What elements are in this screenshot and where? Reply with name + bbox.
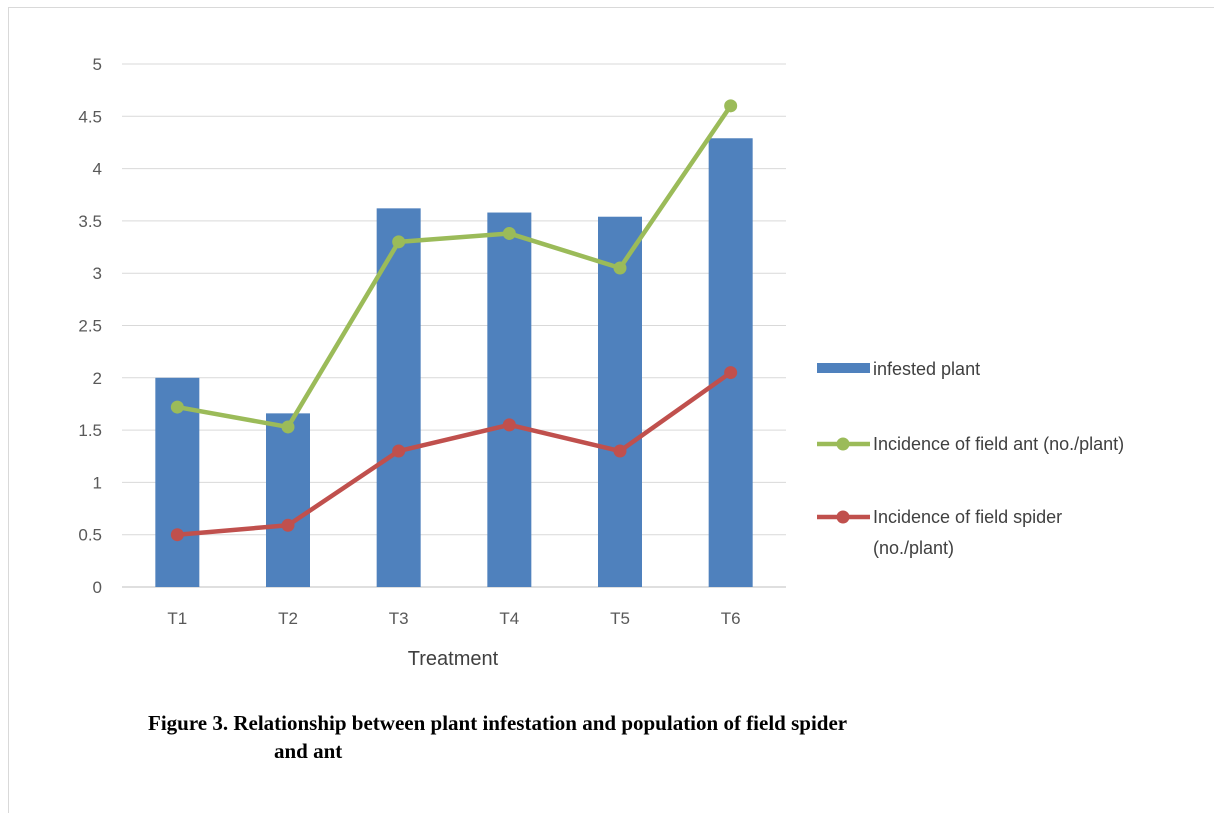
figure-caption: Figure 3. Relationship between plant inf… [148, 709, 1148, 765]
y-axis-ticks: 0 0.5 1 1.5 2 2.5 3 3.5 4 4.5 5 [78, 55, 102, 597]
line-field-ant [176, 104, 733, 430]
y-tick-label: 0 [93, 578, 102, 597]
y-tick-label: 1 [93, 473, 102, 492]
legend: infested plant Incidence of field ant (n… [817, 359, 1124, 558]
y-tick-label: 1.5 [78, 421, 102, 440]
y-tick-label: 3 [93, 264, 102, 283]
bar-infested-plant-T2 [266, 413, 310, 587]
x-tick-label: T1 [167, 609, 187, 628]
x-axis-title: Treatment [408, 648, 499, 670]
point-field-spider-T5 [613, 444, 627, 458]
caption-line-2: and ant [274, 739, 343, 763]
y-tick-label: 2.5 [78, 317, 102, 336]
bars [155, 138, 753, 588]
x-tick-label: T4 [499, 609, 519, 628]
point-field-ant-T1 [170, 400, 184, 414]
legend-marker-field-spider [836, 510, 850, 524]
point-field-spider-T4 [502, 418, 516, 432]
point-field-ant-T2 [281, 420, 295, 434]
y-tick-label: 3.5 [78, 212, 102, 231]
bar-infested-plant-T6 [708, 138, 753, 588]
point-field-ant-T3 [392, 235, 406, 249]
x-tick-label: T2 [278, 609, 298, 628]
y-tick-label: 4.5 [78, 107, 102, 126]
series-lines [170, 99, 738, 542]
bar-infested-plant-T5 [598, 216, 642, 587]
chart-frame [8, 7, 1214, 813]
y-tick-label: 2 [93, 369, 102, 388]
bar-infested-plant-T3 [376, 208, 421, 587]
caption-line-1: Figure 3. Relationship between plant inf… [148, 711, 848, 735]
point-field-spider-T1 [170, 528, 184, 542]
y-tick-label: 4 [93, 160, 102, 179]
y-tick-label: 5 [93, 55, 102, 74]
legend-label-field-spider-line1: Incidence of field spider [873, 507, 1062, 527]
point-field-spider-T3 [392, 444, 406, 458]
x-tick-label: T6 [721, 609, 741, 628]
chart: 0 0.5 1 1.5 2 2.5 3 3.5 4 4.5 5 T1 T2 T3 T4 T5 T6 Treat… [78, 55, 1124, 670]
x-tick-label: T5 [610, 609, 630, 628]
point-field-ant-T5 [613, 261, 627, 275]
legend-marker-field-ant [836, 437, 850, 451]
legend-swatch-infested-plant [817, 363, 870, 373]
point-field-ant-T6 [724, 99, 738, 113]
point-field-ant-T4 [502, 226, 516, 240]
line-field-spider [177, 370, 732, 537]
y-tick-label: 0.5 [78, 526, 102, 545]
bar-infested-plant-T4 [487, 212, 532, 588]
gridlines [122, 63, 786, 588]
x-tick-label: T3 [389, 609, 409, 628]
legend-label-field-ant: Incidence of field ant (no./plant) [873, 434, 1124, 454]
point-field-spider-T6 [724, 366, 738, 380]
x-axis-ticks: T1 T2 T3 T4 T5 T6 [167, 609, 740, 628]
point-field-spider-T2 [281, 518, 295, 532]
legend-label-field-spider-line2: (no./plant) [873, 538, 954, 558]
legend-label-infested-plant: infested plant [873, 359, 980, 379]
